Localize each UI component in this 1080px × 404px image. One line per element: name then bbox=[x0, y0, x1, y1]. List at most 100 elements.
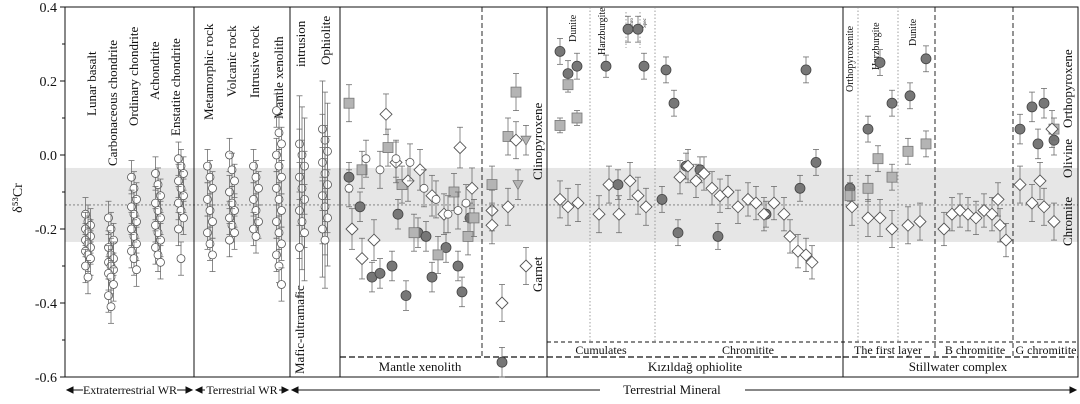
kizildag-cumulate-opx bbox=[631, 189, 645, 203]
wr-point-achondrite bbox=[151, 169, 160, 178]
wr-point-ordinary-chondrite bbox=[132, 265, 141, 275]
sub-dividers bbox=[481, 7, 1014, 357]
wr-point-ophiolite bbox=[320, 235, 330, 245]
kizildag-chromitite-opx bbox=[757, 207, 771, 221]
y-tick-label: -0.6 bbox=[35, 371, 57, 386]
spinel-point bbox=[374, 267, 386, 279]
spinel-point bbox=[440, 242, 452, 253]
wr-point-ordinary-chondrite bbox=[127, 172, 136, 182]
stillwater-clinopyroxene bbox=[902, 145, 914, 157]
kizildag-cumulate-opx bbox=[561, 200, 575, 214]
column-labels: Lunar basalt Carbonaceous chondrite Ordi… bbox=[84, 16, 333, 374]
wr-point-ordinary-chondrite bbox=[129, 254, 139, 264]
wr-point-ophiolite bbox=[323, 213, 332, 223]
wr-point-intrusive-rock bbox=[251, 172, 261, 182]
wr-point-carbonaceous-chondrite bbox=[109, 280, 118, 289]
clinopyroxene-point bbox=[343, 97, 355, 109]
kizildag-chromitite-opx bbox=[805, 255, 819, 269]
kizildag-chromitite-opx bbox=[731, 200, 745, 214]
data-marks bbox=[81, 15, 1061, 378]
wr-point-metamorphic-rock bbox=[203, 228, 212, 238]
stillwater-g-chromite bbox=[1014, 123, 1026, 135]
label-extraterrestrial-wr: Extraterrestrial WR bbox=[83, 383, 177, 397]
label-small-1: Chro bbox=[630, 18, 635, 29]
wr-point-carbonaceous-chondrite bbox=[104, 291, 113, 301]
label-first-layer: The first layer bbox=[854, 343, 922, 357]
orthopyroxene-point bbox=[345, 222, 359, 236]
wr-point-intrusive-rock bbox=[249, 194, 258, 204]
spinel-point bbox=[426, 271, 438, 283]
wr-point-ophiolite bbox=[318, 224, 327, 234]
kizildag-chromitite-opx bbox=[799, 248, 813, 262]
label-mafic-ultramafic: Mafic-ultramafic bbox=[292, 285, 307, 374]
plot-frame bbox=[64, 6, 1079, 378]
olivine-point bbox=[443, 209, 453, 219]
stillwater-g-chromite bbox=[1026, 101, 1038, 113]
kizildag-cumulate-chromite bbox=[638, 60, 650, 72]
garnet-point bbox=[519, 259, 533, 273]
label-stillwater: Stillwater complex bbox=[909, 359, 1008, 374]
label-ophiolite: Ophiolite bbox=[318, 16, 333, 65]
wr-point-achondrite bbox=[156, 257, 165, 267]
garnet-point bbox=[495, 296, 509, 310]
stillwater-g-olivine bbox=[1033, 174, 1047, 188]
wr-point-mantle-xenolith bbox=[277, 239, 286, 249]
y-tick-label: 0.2 bbox=[40, 75, 58, 90]
spinel-point bbox=[392, 208, 404, 220]
kizildag-chromitite-opx bbox=[749, 196, 763, 210]
wr-point-mantle-xenolith bbox=[277, 280, 286, 289]
wr-point-mantle-xenolith bbox=[277, 172, 286, 182]
kizildag-chromitite-opx bbox=[767, 196, 781, 210]
stillwater-g-olivine bbox=[1013, 177, 1027, 192]
wr-point-mantle-xenolith bbox=[272, 106, 281, 115]
stillwater-chromite bbox=[904, 90, 916, 102]
kizildag-chromitite-opx bbox=[673, 170, 687, 184]
wr-point-enstatite-chondrite bbox=[174, 224, 183, 234]
olivine-point bbox=[391, 154, 401, 164]
wr-point-mafic-ultramafic-intrusion bbox=[295, 243, 304, 252]
wr-point-carbonaceous-chondrite bbox=[104, 213, 113, 223]
olivine-point bbox=[361, 154, 371, 164]
y-axis: 0.4 0.2 0.0 -0.2 -0.4 -0.6 bbox=[35, 1, 65, 386]
stillwater-g-olivine bbox=[1037, 200, 1051, 214]
wr-point-volcanic-rock bbox=[225, 235, 234, 245]
y-tick-label: 0.4 bbox=[40, 1, 58, 16]
kizildag-cumulate-chromite bbox=[554, 46, 566, 57]
spinel-point bbox=[496, 356, 508, 368]
orthopyroxene-point bbox=[367, 233, 381, 247]
kizildag-cumulate-chromite bbox=[622, 23, 634, 35]
kizildag-cumulate-opx bbox=[623, 174, 637, 188]
wr-point-carbonaceous-chondrite bbox=[106, 302, 116, 312]
label-cumulates: Cumulates bbox=[575, 343, 627, 357]
kizildag-chromitite bbox=[672, 227, 684, 239]
garnet-point bbox=[509, 133, 523, 147]
kizildag-cumulate-opx bbox=[639, 200, 653, 214]
stillwater-clinopyroxene bbox=[844, 190, 856, 202]
stillwater-b-chromitite bbox=[999, 233, 1013, 247]
stillwater-g-chromite bbox=[1038, 97, 1050, 109]
stillwater-g-olivine bbox=[1045, 122, 1059, 136]
kizildag-chromitite-opx bbox=[697, 166, 711, 181]
label-dunite-1: Dunite bbox=[568, 14, 579, 42]
clinopyroxene-point bbox=[502, 131, 514, 142]
clinopyroxene-point bbox=[432, 249, 444, 261]
kizildag-cumulate-opx bbox=[553, 192, 567, 207]
kizildag-cumulate-chromite bbox=[571, 60, 583, 72]
olivine-point bbox=[344, 183, 354, 193]
stillwater-g-chromite bbox=[1032, 138, 1044, 150]
stillwater-b-chromitite bbox=[969, 211, 983, 225]
wr-point-lunar-basalt bbox=[81, 261, 90, 271]
label-ordinary-chondrite: Ordinary chondrite bbox=[126, 26, 141, 126]
inner-labels: Clinopyroxene Garnet Dunite Harzburgite … bbox=[530, 7, 1075, 292]
kizildag-cumulate-cpx bbox=[562, 79, 574, 91]
stillwater-g-olivine bbox=[1025, 196, 1039, 210]
label-b-chromitite: B chromitite bbox=[945, 343, 1005, 357]
orthopyroxene-point bbox=[465, 181, 479, 195]
kizildag-harzburgite-point bbox=[600, 60, 612, 72]
wr-point-mantle-xenolith bbox=[277, 206, 286, 215]
stillwater-orthopyroxene bbox=[885, 222, 899, 236]
y-tick-label: -0.4 bbox=[35, 297, 57, 312]
garnet-triangle bbox=[512, 180, 524, 191]
wr-point-metamorphic-rock bbox=[205, 206, 215, 215]
